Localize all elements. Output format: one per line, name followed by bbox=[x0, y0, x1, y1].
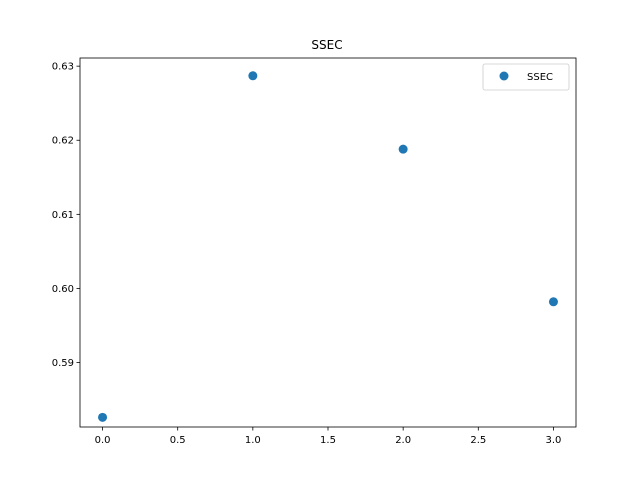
x-tick-label: 0.5 bbox=[170, 435, 186, 446]
y-tick-label: 0.63 bbox=[52, 62, 74, 73]
y-tick-label: 0.60 bbox=[52, 284, 74, 295]
y-tick-label: 0.62 bbox=[52, 136, 74, 147]
plot-area bbox=[98, 71, 558, 422]
x-tick-label: 1.5 bbox=[320, 435, 336, 446]
x-tick-label: 2.5 bbox=[470, 435, 486, 446]
data-point bbox=[98, 412, 108, 422]
data-point bbox=[398, 144, 408, 154]
x-tick-label: 1.0 bbox=[245, 435, 261, 446]
data-point bbox=[248, 71, 258, 81]
data-point bbox=[548, 297, 558, 307]
x-tick-label: 0.0 bbox=[95, 435, 111, 446]
legend-marker bbox=[499, 71, 509, 81]
y-tick-label: 0.59 bbox=[52, 358, 74, 369]
x-tick-label: 2.0 bbox=[395, 435, 411, 446]
y-axis: 0.59 0.60 0.61 0.62 0.63 bbox=[52, 62, 80, 369]
y-tick-label: 0.61 bbox=[52, 210, 74, 221]
x-axis: 0.0 0.5 1.0 1.5 2.0 2.5 3.0 bbox=[95, 427, 562, 446]
legend-box bbox=[482, 63, 570, 91]
legend-label: SSEC bbox=[527, 72, 553, 83]
legend: SSEC bbox=[482, 63, 570, 91]
x-tick-label: 3.0 bbox=[546, 435, 562, 446]
chart-title: SSEC bbox=[311, 38, 342, 52]
